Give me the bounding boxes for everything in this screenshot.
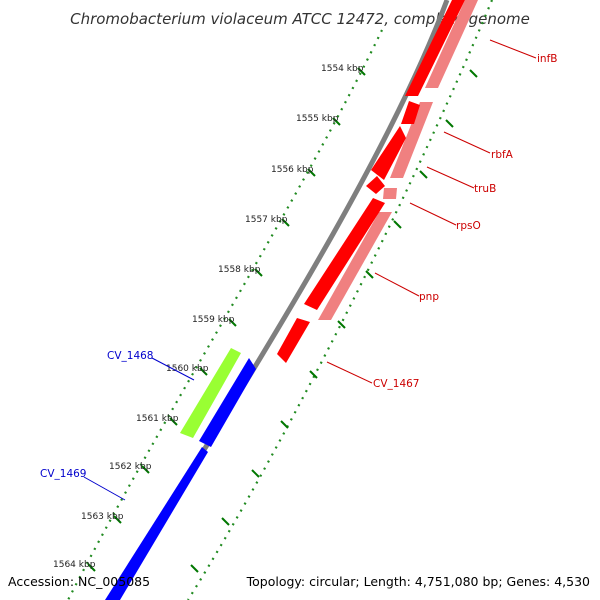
gene-CV_1467[interactable] (277, 318, 310, 363)
tick-labels: 1554 kbp 1555 kbp 1556 kbp 1557 kbp 1558… (53, 64, 364, 570)
gene-rbfA[interactable] (401, 101, 420, 124)
forward-genes (277, 0, 465, 363)
gene-infB[interactable] (405, 0, 465, 96)
label-pnp[interactable]: pnp (419, 291, 439, 303)
tick-label: 1564 kbp (53, 560, 96, 570)
reverse-genes (105, 348, 256, 600)
label-rbfA[interactable]: rbfA (491, 149, 514, 161)
tick-label: 1556 kbp (271, 165, 314, 175)
tick-label: 1557 kbp (245, 215, 288, 225)
tick-label: 1559 kbp (192, 315, 235, 325)
gene-CV_1468[interactable] (180, 348, 241, 438)
gene-pnp[interactable] (304, 198, 385, 310)
gene-rpsO[interactable] (366, 176, 385, 194)
tick-label: 1554 kbp (321, 64, 364, 74)
label-CV_1469[interactable]: CV_1469 (40, 468, 87, 480)
tick-label: 1561 kbp (136, 414, 179, 424)
light-red-track (318, 0, 478, 320)
map-title: Chromobacterium violaceum ATCC 12472, co… (70, 10, 530, 28)
tick-label: 1560 kbp (166, 364, 209, 374)
label-rpsO[interactable]: rpsO (456, 220, 481, 232)
gene-blue-1[interactable] (199, 358, 256, 447)
outer-dotted-ruler (67, 29, 383, 600)
gene-truB[interactable] (371, 126, 406, 180)
tick-label: 1555 kbp (296, 114, 339, 124)
label-truB[interactable]: truB (474, 183, 496, 195)
label-CV_1468[interactable]: CV_1468 (107, 350, 154, 362)
tick-label: 1562 kbp (109, 462, 152, 472)
label-CV_1467[interactable]: CV_1467 (373, 378, 420, 390)
leader-lines (83, 39, 537, 501)
tick-marks (87, 67, 478, 573)
label-infB[interactable]: infB (537, 53, 557, 65)
gene-CV_1469[interactable] (105, 447, 208, 600)
topology-text: Topology: circular; Length: 4,751,080 bp… (246, 574, 590, 589)
tick-label: 1558 kbp (218, 265, 261, 275)
tick-label: 1563 kbp (81, 512, 124, 522)
gene-labels: infB rbfA truB rpsO pnp CV_1467 CV_1468 … (40, 53, 557, 480)
accession-text: Accession: NC_005085 (8, 574, 150, 589)
